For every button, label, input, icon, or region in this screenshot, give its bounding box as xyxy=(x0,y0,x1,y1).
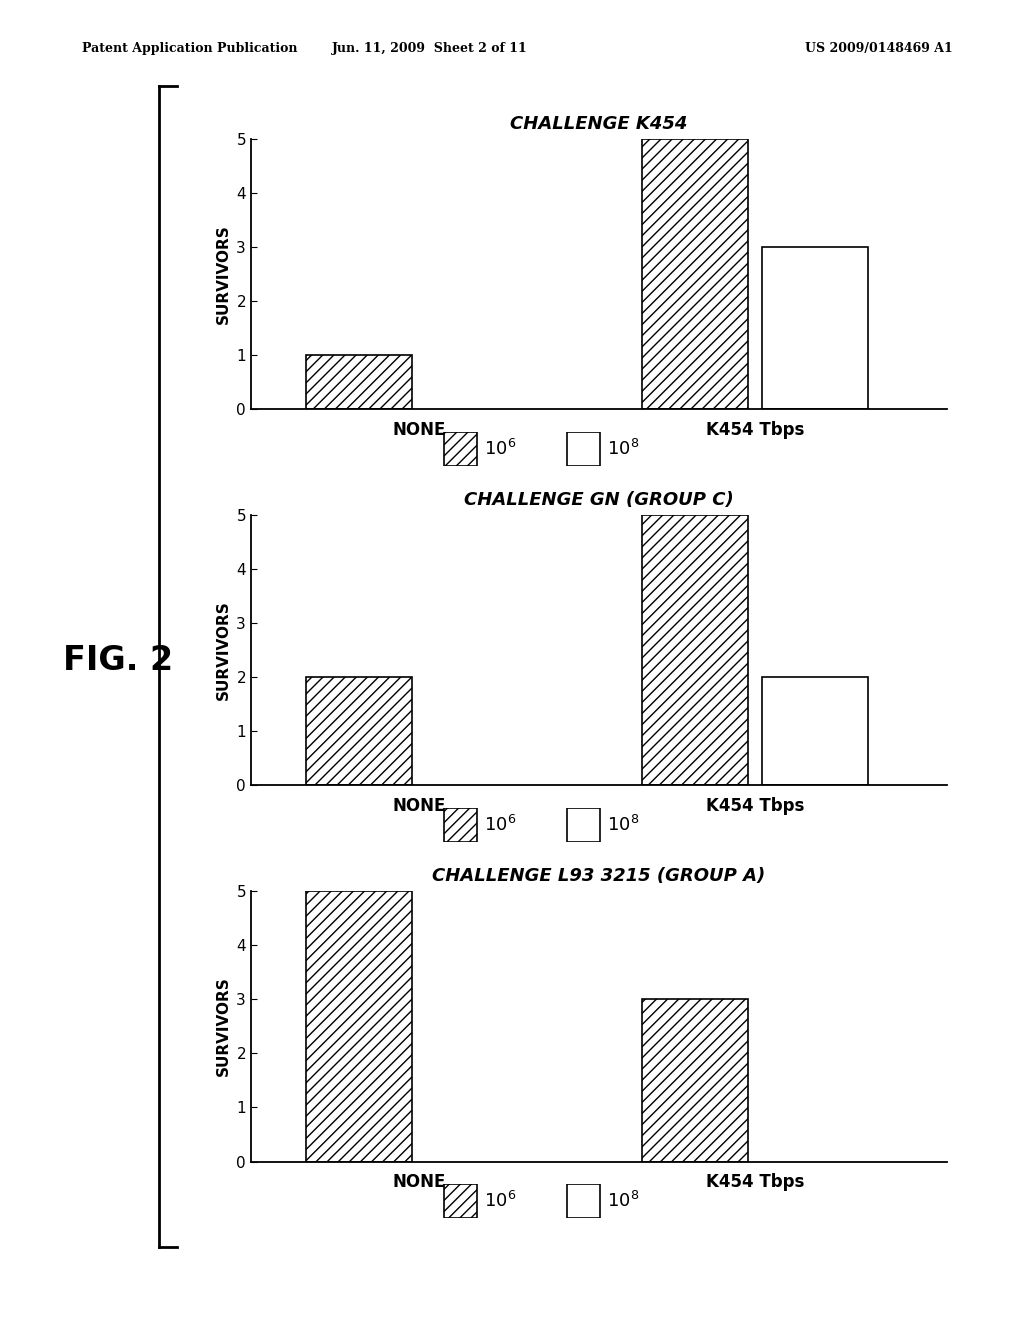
Text: $10^8$: $10^8$ xyxy=(607,1191,639,1212)
Text: $10^8$: $10^8$ xyxy=(607,438,639,459)
Text: $10^6$: $10^6$ xyxy=(484,438,516,459)
Bar xyxy=(306,891,412,1162)
Bar xyxy=(642,999,748,1162)
Y-axis label: SURVIVORS: SURVIVORS xyxy=(216,224,230,323)
Bar xyxy=(642,139,748,409)
Y-axis label: SURVIVORS: SURVIVORS xyxy=(216,977,230,1076)
Text: Patent Application Publication: Patent Application Publication xyxy=(82,42,297,55)
Bar xyxy=(443,808,477,842)
Bar xyxy=(443,1184,477,1218)
Text: $10^6$: $10^6$ xyxy=(484,1191,516,1212)
Text: FIG. 2: FIG. 2 xyxy=(62,644,173,676)
Text: Jun. 11, 2009  Sheet 2 of 11: Jun. 11, 2009 Sheet 2 of 11 xyxy=(332,42,528,55)
Bar xyxy=(443,432,477,466)
Bar xyxy=(306,677,412,785)
Title: CHALLENGE L93 3215 (GROUP A): CHALLENGE L93 3215 (GROUP A) xyxy=(432,867,766,886)
Text: $10^6$: $10^6$ xyxy=(484,814,516,836)
Bar xyxy=(566,808,600,842)
Text: $10^8$: $10^8$ xyxy=(607,814,639,836)
Bar xyxy=(642,515,748,785)
Bar xyxy=(566,1184,600,1218)
Title: CHALLENGE GN (GROUP C): CHALLENGE GN (GROUP C) xyxy=(464,491,734,510)
Bar xyxy=(566,432,600,466)
Text: US 2009/0148469 A1: US 2009/0148469 A1 xyxy=(805,42,952,55)
Title: CHALLENGE K454: CHALLENGE K454 xyxy=(510,115,688,133)
Y-axis label: SURVIVORS: SURVIVORS xyxy=(216,601,230,700)
Bar xyxy=(762,247,868,409)
Bar xyxy=(762,677,868,785)
Bar xyxy=(306,355,412,409)
